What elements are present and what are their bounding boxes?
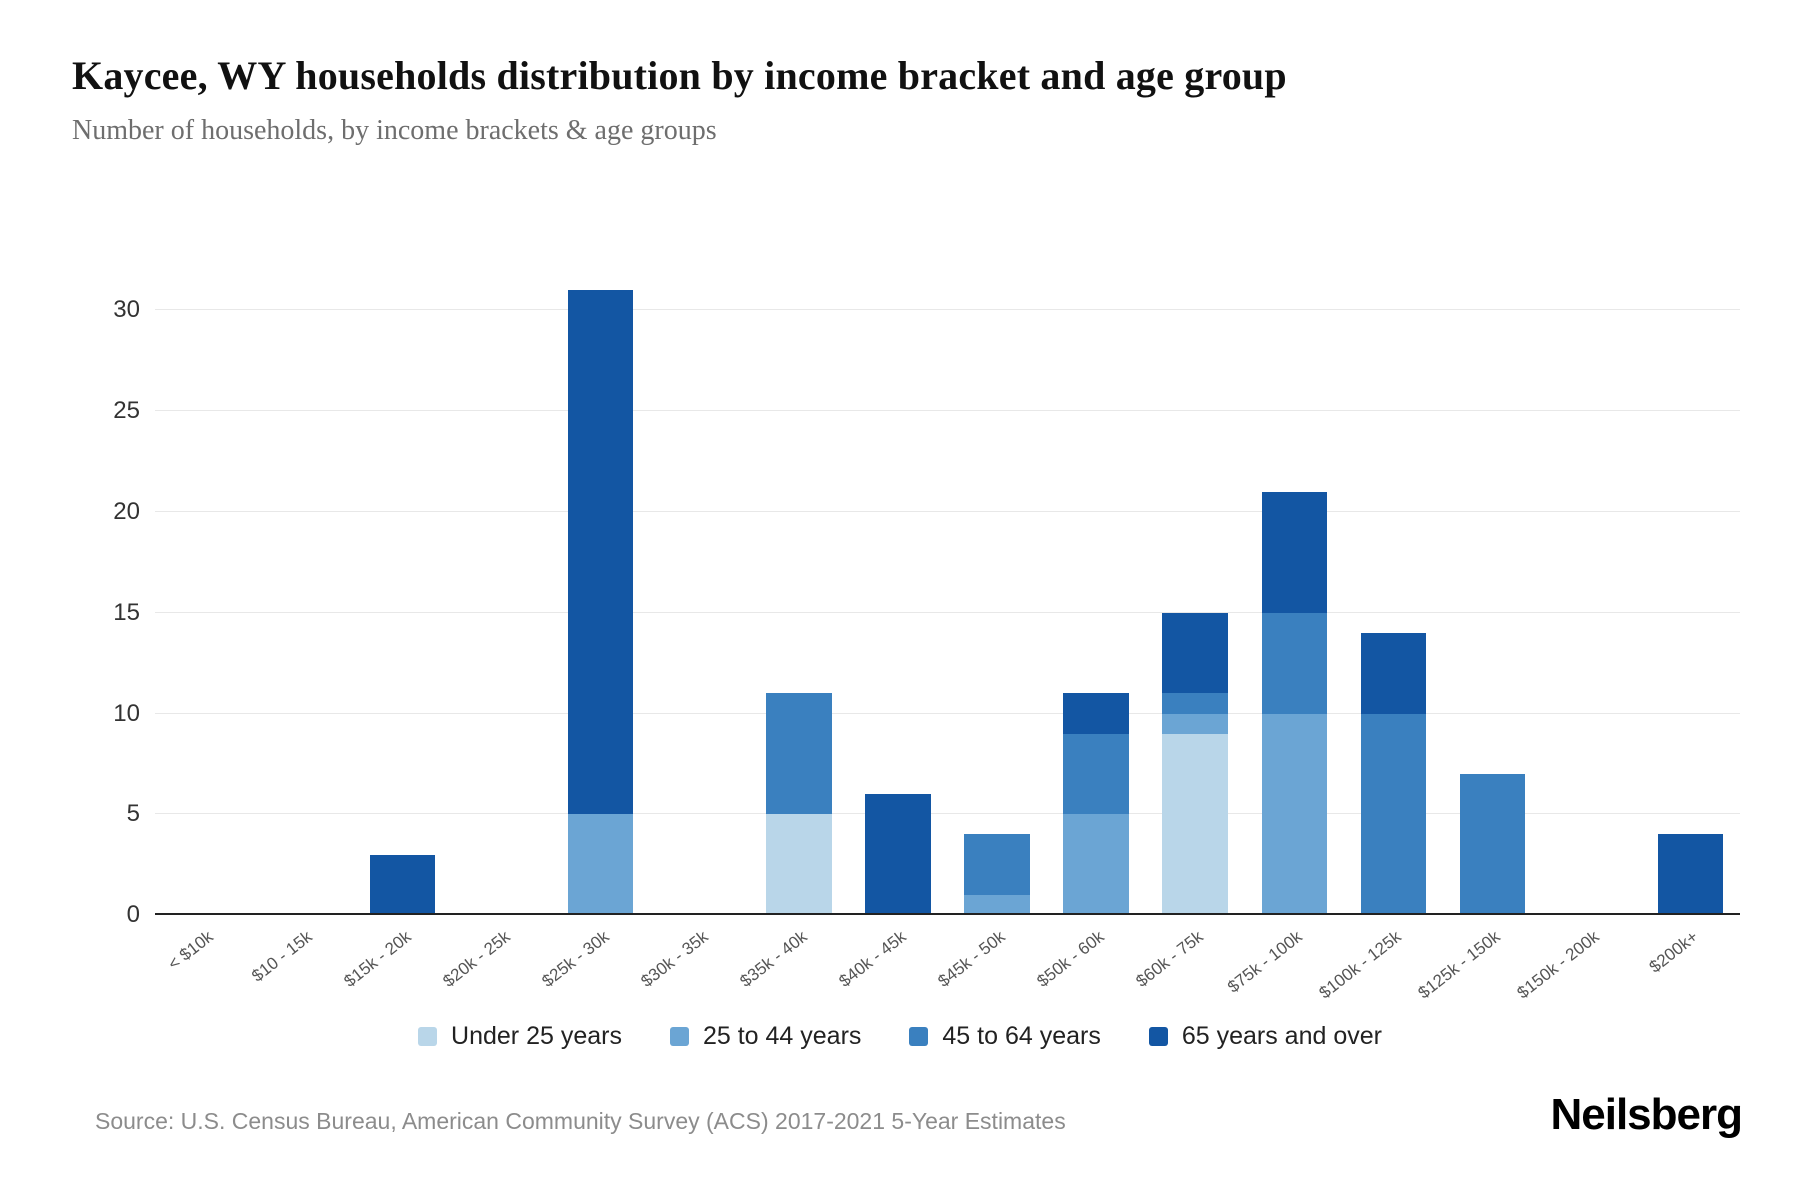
bar-group: [1641, 250, 1740, 915]
bar-segment[interactable]: [1162, 733, 1228, 915]
y-axis-tick-label: 10: [113, 699, 140, 727]
legend-label: 25 to 44 years: [702, 1022, 862, 1050]
bar-group: [1245, 250, 1344, 915]
legend-label: Under 25 years: [451, 1022, 622, 1050]
bar-segment[interactable]: [865, 794, 931, 915]
bar-group: [1542, 250, 1641, 915]
bar-segment[interactable]: [1162, 693, 1228, 714]
bar-group: [1146, 250, 1245, 915]
y-axis-tick-label: 0: [126, 901, 140, 928]
bar-segment[interactable]: [1459, 773, 1526, 915]
x-axis-tick-label: $200k+: [1646, 927, 1703, 977]
bar-segment[interactable]: [964, 834, 1030, 895]
y-axis-tick-label: 5: [126, 800, 140, 828]
legend-label: 65 years and over: [1181, 1022, 1382, 1050]
x-axis-tick-label: $20k - 25k: [439, 927, 514, 991]
x-axis-tick-label: $60k - 75k: [1132, 927, 1207, 991]
x-axis-tick-label: $15k - 20k: [340, 927, 415, 991]
legend-label: 45 to 64 years: [942, 1022, 1101, 1050]
legend-swatch: [1148, 1027, 1168, 1046]
x-axis-tick-label: $150k - 200k: [1513, 927, 1604, 1003]
x-axis-tick-label: $75k - 100k: [1224, 927, 1306, 997]
bar-group: [353, 250, 452, 915]
legend-swatch: [669, 1027, 689, 1046]
bar-segment[interactable]: [369, 854, 436, 915]
legend-item[interactable]: 45 to 64 years: [909, 1022, 1101, 1051]
bar-segment[interactable]: [1360, 713, 1426, 915]
gridline: [155, 309, 1740, 311]
legend-swatch: [418, 1027, 438, 1046]
x-axis-tick-label: $100k - 125k: [1315, 927, 1405, 1003]
legend-swatch: [909, 1027, 929, 1046]
bar-segment[interactable]: [964, 894, 1030, 915]
y-axis-tick-label: 15: [113, 598, 140, 626]
bar-segment[interactable]: [1063, 814, 1129, 915]
bar-segment[interactable]: [1360, 632, 1426, 714]
chart-subtitle: Number of households, by income brackets…: [72, 115, 717, 146]
bar-segment[interactable]: [1261, 491, 1327, 613]
gridline: [155, 510, 1740, 512]
bar-segment[interactable]: [1162, 713, 1228, 734]
x-axis-tick-label: $45k - 50k: [934, 927, 1009, 991]
stacked-bar-plot-area: 0 5 10 15 20 25 30 < $10k $10 - 15k $15k - 20k $20…: [113, 250, 1740, 1002]
bar-group: [650, 250, 749, 915]
bar-segment[interactable]: [1063, 733, 1129, 815]
gridline: [155, 611, 1740, 613]
chart-title: Kaycee, WY households distribution by in…: [72, 53, 1287, 98]
x-axis-tick-label: $30k - 35k: [637, 927, 712, 991]
bar-group: [848, 250, 947, 915]
bar-group: [749, 250, 848, 915]
bar-group: [1344, 250, 1443, 915]
bar-segment[interactable]: [1261, 713, 1327, 915]
x-axis-tick-label: $25k - 30k: [538, 927, 613, 991]
bar-group: [551, 250, 650, 915]
y-axis-tick-label: 20: [113, 497, 140, 525]
bar-segment[interactable]: [1162, 612, 1228, 694]
bar-group: [1047, 250, 1146, 915]
gridline: [155, 813, 1740, 815]
chart-header: Kaycee, WY households distribution by in…: [72, 52, 1740, 147]
x-axis-tick-label: $125k - 150k: [1414, 927, 1505, 1003]
legend-item[interactable]: Under 25 years: [418, 1022, 622, 1051]
bar-group: [254, 250, 353, 915]
bar-segment[interactable]: [766, 814, 832, 915]
x-axis-tick-label: < $10k: [163, 927, 217, 974]
bar-segment[interactable]: [568, 814, 634, 915]
bar-segment[interactable]: [766, 693, 832, 815]
source-note: Source: U.S. Census Bureau, American Com…: [95, 1108, 1066, 1134]
chart-legend: Under 25 years 25 to 44 years 45 to 64 yea…: [0, 1022, 1800, 1051]
bar-group: [452, 250, 551, 915]
x-axis-tick-label: $10 - 15k: [247, 927, 316, 986]
gridline: [155, 410, 1740, 412]
bar-group: [948, 250, 1047, 915]
bar-group: [1443, 250, 1542, 915]
bar-segment[interactable]: [1261, 612, 1327, 714]
legend-item[interactable]: 65 years and over: [1148, 1022, 1382, 1051]
bar-segment[interactable]: [1063, 693, 1129, 734]
bar-segment[interactable]: [568, 290, 634, 815]
bar-segment[interactable]: [1657, 834, 1724, 915]
legend-item[interactable]: 25 to 44 years: [669, 1022, 862, 1051]
x-axis-tick-label: $35k - 40k: [736, 927, 811, 991]
x-axis-tick-label: $50k - 60k: [1033, 927, 1108, 991]
x-axis-baseline: [155, 913, 1740, 915]
bar-group: [155, 250, 254, 915]
y-axis-tick-label: 30: [113, 296, 140, 324]
brand-logo: Neilsberg: [1550, 1090, 1743, 1139]
gridline: [155, 712, 1740, 714]
x-axis-tick-label: $40k - 45k: [835, 927, 910, 991]
y-axis-tick-label: 25: [113, 397, 140, 425]
